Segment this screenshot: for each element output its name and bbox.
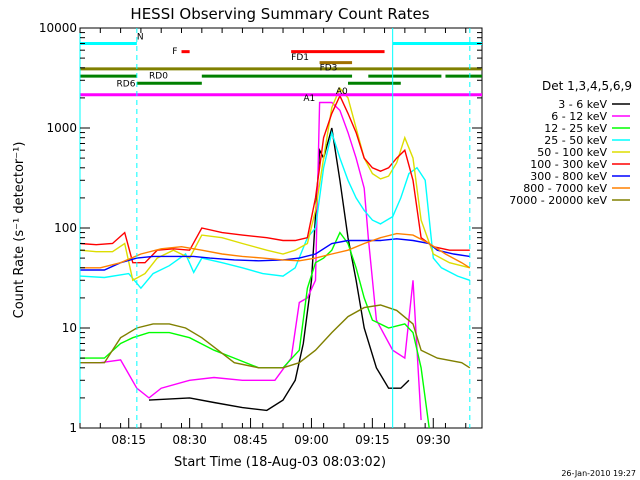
legend-entry-300-800-kev: 300 - 800 keV [530,170,630,183]
legend-label: 50 - 100 keV [537,146,607,159]
y-axis: 1 10 100 1000 10000 [39,21,482,435]
legend-entry-3-6-kev: 3 - 6 keV [558,98,630,111]
footer-timestamp: 26-Jan-2010 19:27 [561,469,636,478]
legend-label: 300 - 800 keV [530,170,607,183]
legend-label: 7000 - 20000 keV [509,194,607,207]
legend-entry-800-7000-kev: 800 - 7000 keV [523,182,630,195]
x-axis: 08:15 08:30 08:45 09:00 09:15 09:30 [79,28,467,447]
legend-entry-6-12-kev: 6 - 12 keV [551,110,630,123]
legend-label: 6 - 12 keV [551,110,607,123]
legend-label: 800 - 7000 keV [523,182,607,195]
x-tick-label: 09:15 [355,433,390,447]
y-tick-label: 1 [69,421,77,435]
legend-label: 100 - 300 keV [530,158,607,171]
legend-entry-50-100-kev: 50 - 100 keV [537,146,630,159]
x-tick-label: 08:45 [233,433,268,447]
series-line-6-12-kev [80,101,422,421]
y-tick-label: 1000 [46,121,77,135]
state-bar-label-a0: A0 [336,87,348,97]
legend-title: Det 1,3,4,5,6,9 [542,79,632,93]
y-tick-label: 10 [62,321,77,335]
x-tick-label: 09:00 [294,433,329,447]
legend-label: 12 - 25 keV [544,122,607,135]
state-bar-label-fd3: FD3 [320,63,338,73]
state-bar-label-f: F [172,47,177,57]
series-line-12-25-kev [80,231,430,429]
x-axis-label: Start Time (18-Aug-03 08:03:02) [174,455,386,470]
legend-entry-7000-20000-kev: 7000 - 20000 keV [509,194,630,207]
series-line-100-300-kev [79,94,470,264]
legend-entry-100-300-kev: 100 - 300 keV [530,158,630,171]
series-line-7000-20000-kev [80,304,471,369]
state-bar-label-fd1: FD1 [291,53,309,63]
series-line-300-800-kev [80,238,470,271]
y-axis-label: Count Rate (s⁻¹ detector⁻¹) [12,142,27,319]
x-tick-label: 09:30 [416,433,451,447]
y-tick-label: 10000 [39,21,77,35]
series-line-50-100-kev [79,86,470,282]
legend-entry-12-25-kev: 12 - 25 keV [544,122,630,135]
x-tick-label: 08:30 [172,433,207,447]
state-bar-label-n: N [137,33,144,43]
series-layer [79,86,471,429]
series-line-800-7000-kev [80,232,471,269]
legend-label: 3 - 6 keV [558,98,607,111]
state-bar-label-rd6: RD6 [117,80,136,90]
chart-title: HESSI Observing Summary Count Rates [130,5,429,23]
vertical-markers-layer [79,28,471,428]
x-tick-label: 08:15 [111,433,146,447]
state-bar-label-a1: A1 [303,94,315,104]
state-bars-layer: N F FD1 FD3 RD0 RD6 A1 A0 [80,33,482,104]
state-bar-label-rd0: RD0 [149,71,168,81]
y-tick-label: 100 [54,221,77,235]
legend-label: 25 - 50 keV [544,134,607,147]
series-line-25-50-kev [79,129,471,290]
legend-entry-25-50-kev: 25 - 50 keV [544,134,630,147]
